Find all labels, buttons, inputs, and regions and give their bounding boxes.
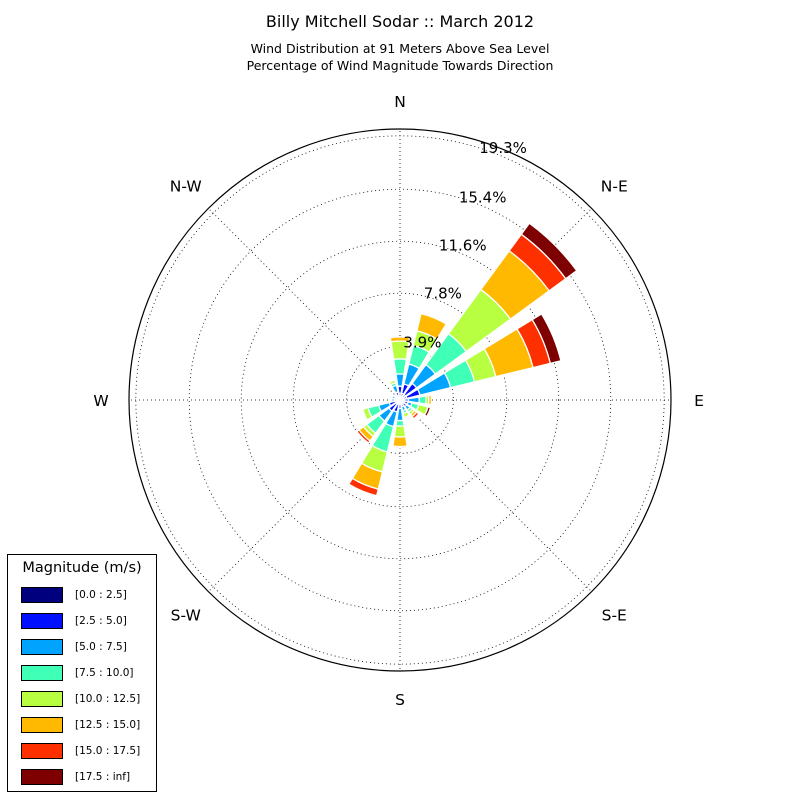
grid-circle-1 (292, 292, 508, 508)
legend-swatch (21, 691, 63, 707)
legend-title: Magnitude (m/s) (22, 560, 142, 576)
radial-tick-label-0: 3.9% (403, 334, 441, 352)
wind-rose-bars (347, 222, 578, 497)
radial-tick-label-4: 19.3% (479, 139, 527, 157)
bar-dir0-bin2 (395, 373, 405, 388)
polar-outer-circle (128, 128, 672, 672)
direction-label-s-w: S-W (171, 606, 201, 624)
legend-label: [2.5 : 5.0] (75, 615, 127, 627)
bar-dir15-bin0 (396, 395, 401, 401)
legend-label: [12.5 : 15.0] (75, 719, 141, 731)
direction-label-e: E (694, 392, 704, 410)
direction-label-n-e: N-E (601, 178, 628, 196)
grid-spoke-3 (399, 399, 592, 592)
legend-swatch (21, 639, 63, 655)
legend-label: [0.0 : 2.5] (75, 589, 127, 601)
legend-swatch (21, 717, 63, 733)
direction-label-n-w: N-W (170, 178, 202, 196)
direction-label-w: W (93, 392, 108, 410)
grid-circle-3 (188, 188, 612, 612)
legend-label: [17.5 : inf] (75, 771, 131, 783)
grid-circle-2 (240, 240, 560, 560)
direction-label-s-e: S-E (602, 606, 627, 624)
legend-swatch (21, 613, 63, 629)
bar-dir8-bin5 (392, 435, 408, 448)
chart-subtitle-line1: Wind Distribution at 91 Meters Above Sea… (250, 41, 550, 56)
radial-tick-labels: 3.9% 7.8% 11.6% 15.4% 19.3% (403, 139, 527, 352)
direction-label-s: S (395, 691, 405, 709)
radial-tick-label-1: 7.8% (424, 284, 462, 302)
legend-label: [10.0 : 12.5] (75, 693, 141, 705)
legend-label: [15.0 : 17.5] (75, 745, 141, 757)
legend: Magnitude (m/s) [0.0 : 2.5] [2.5 : 5.0] [5… (7, 554, 157, 792)
legend-swatch (21, 587, 63, 603)
grid-circle-0 (346, 346, 454, 454)
legend-label: [7.5 : 10.0] (75, 667, 134, 679)
legend-label: [5.0 : 7.5] (75, 641, 127, 653)
direction-labels: N N-E E S-E S S-W W N-W (93, 93, 704, 709)
chart-subtitle-line2: Percentage of Wind Magnitude Towards Dir… (246, 58, 554, 73)
legend-swatch (21, 769, 63, 785)
radial-tick-label-3: 15.4% (459, 188, 507, 206)
bar-dir8-bin4 (393, 424, 407, 438)
bar-dir0-bin3 (392, 358, 408, 376)
chart-title: Billy Mitchell Sodar :: March 2012 (265, 12, 535, 31)
radial-tick-label-2: 11.6% (439, 236, 487, 254)
bar-dir4-bin3 (418, 395, 427, 405)
legend-swatch (21, 743, 63, 759)
legend-swatch (21, 665, 63, 681)
grid-spoke-7 (208, 208, 401, 401)
polar-grid (129, 129, 671, 671)
direction-label-n: N (394, 93, 406, 111)
